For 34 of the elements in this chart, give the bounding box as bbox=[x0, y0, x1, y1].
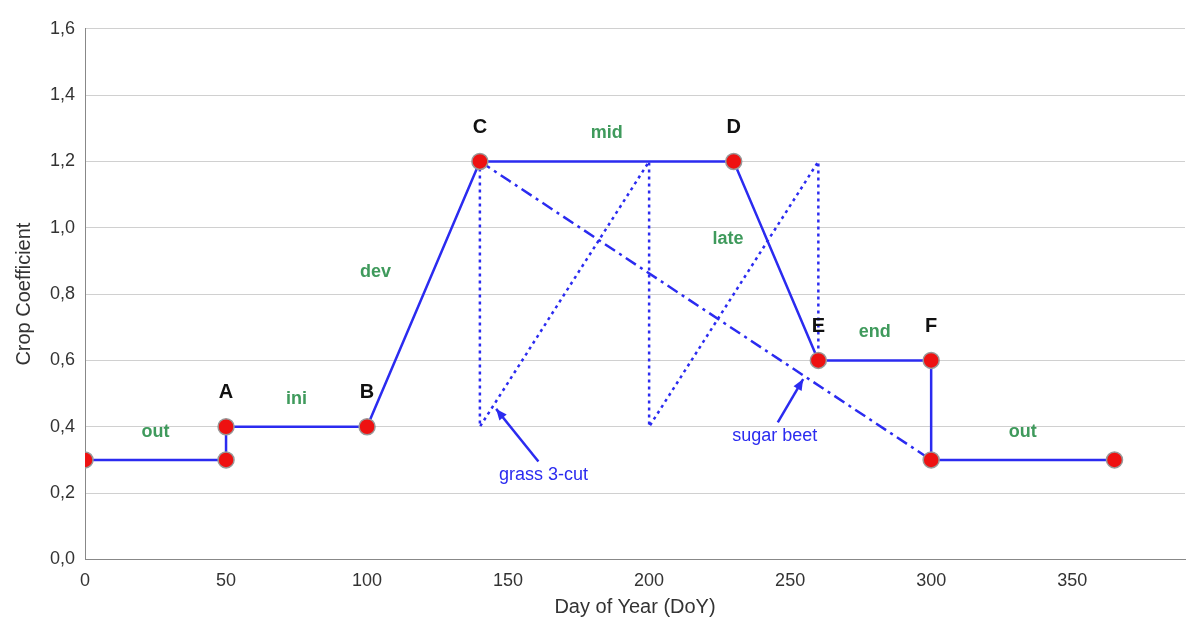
data-label: F bbox=[925, 313, 938, 336]
data-label: C bbox=[472, 114, 488, 137]
x-tick-label: 100 bbox=[352, 570, 383, 591]
y-tick-label: 0,4 bbox=[49, 415, 76, 436]
y-tick-label: 0,0 bbox=[49, 548, 76, 569]
annotation: ini bbox=[286, 387, 308, 408]
data-label: E bbox=[811, 313, 826, 336]
annotation: out bbox=[1008, 420, 1037, 441]
annotation: late bbox=[712, 227, 744, 248]
series-label: sugar beet bbox=[732, 425, 818, 446]
x-tick-label: 50 bbox=[216, 570, 237, 591]
annotation: mid bbox=[590, 122, 623, 143]
y-tick-label: 1,0 bbox=[49, 216, 76, 237]
data-label: D bbox=[726, 114, 741, 137]
data-label: A bbox=[218, 380, 234, 403]
x-tick-label: 150 bbox=[493, 570, 524, 591]
y-tick-label: 0,8 bbox=[49, 283, 76, 304]
y-tick-label: 0,6 bbox=[49, 349, 76, 370]
y-axis-title: Crop Coefficient bbox=[11, 222, 34, 366]
y-tick-label: 1,2 bbox=[49, 150, 76, 171]
x-tick-label: 300 bbox=[916, 570, 947, 591]
annotation: end bbox=[858, 321, 891, 342]
annotation: dev bbox=[359, 261, 391, 282]
text: grass 3-cut bbox=[498, 464, 588, 485]
y-tick-label: 1,6 bbox=[49, 17, 76, 38]
y-tick-label: 0,2 bbox=[49, 482, 76, 503]
x-tick-label: 350 bbox=[1057, 570, 1088, 591]
y-tick-label: 1,4 bbox=[49, 84, 76, 105]
x-tick-label: 0 bbox=[80, 570, 91, 591]
annotation: out bbox=[141, 420, 170, 441]
data-label: B bbox=[359, 380, 375, 403]
x-tick-label: 200 bbox=[634, 570, 665, 591]
x-axis-title: Day of Year (DoY) bbox=[554, 594, 716, 617]
x-tick-label: 250 bbox=[775, 570, 806, 591]
